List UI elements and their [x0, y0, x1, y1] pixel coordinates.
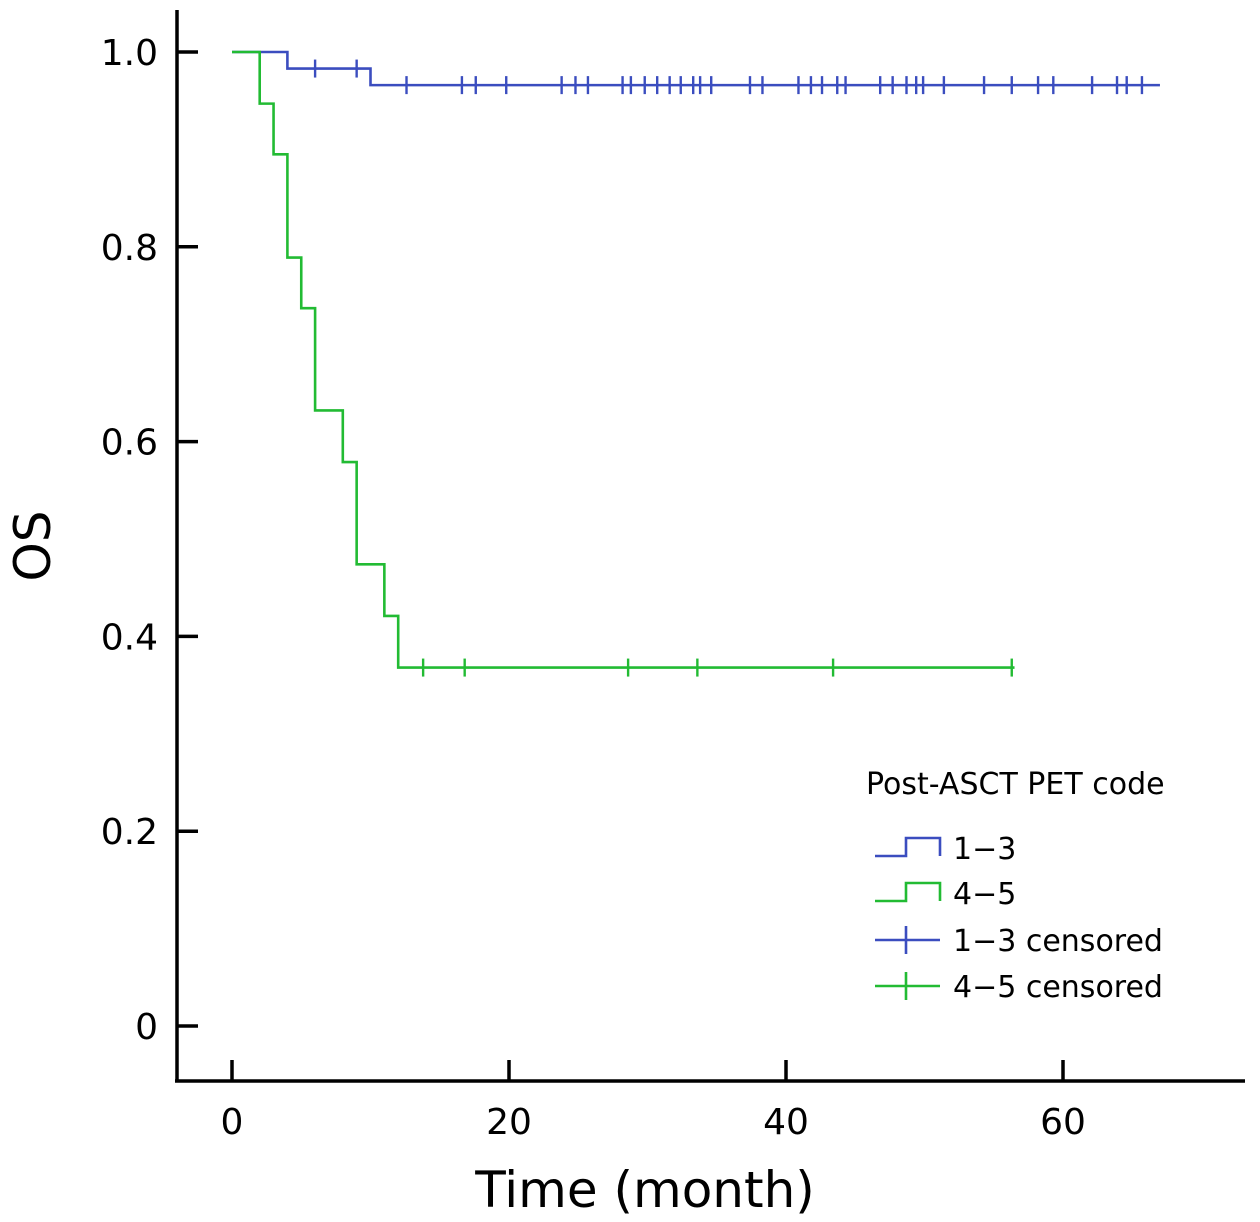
legend: Post-ASCT PET code 1−3 4−5 1−3 censored 4−5…	[866, 767, 1165, 1005]
legend-title: Post-ASCT PET code	[866, 767, 1165, 802]
x-tick-label: 60	[1040, 1102, 1086, 1143]
series-2	[232, 50, 1015, 677]
survival-curve	[232, 50, 1015, 669]
y-axis-title: OS	[4, 510, 62, 581]
legend-label: 1−3 censored	[953, 924, 1163, 959]
legend-line-swatch	[875, 836, 942, 858]
y-tick-label: 0.4	[101, 617, 158, 658]
legend-label: 4−5	[953, 877, 1016, 912]
x-tick-label: 20	[486, 1102, 532, 1143]
y-tick-label: 0.8	[101, 228, 158, 269]
x-ticks: 0 20 40 60	[221, 1060, 1086, 1143]
x-axis-title: Time (month)	[474, 1161, 815, 1219]
legend-entry: 4−5	[875, 877, 1016, 912]
y-tick-label: 0.6	[101, 423, 158, 464]
legend-entry: 1−3 censored	[875, 924, 1163, 959]
legend-entry: 1−3	[875, 832, 1016, 867]
y-ticks: 0 0.2 0.4 0.6 0.8 1.0	[101, 33, 198, 1048]
legend-label: 4−5 censored	[953, 970, 1163, 1005]
plot-area	[232, 50, 1160, 677]
legend-label: 1−3	[953, 832, 1016, 867]
x-tick-label: 40	[763, 1102, 809, 1143]
y-tick-label: 0.2	[101, 812, 158, 853]
legend-entries: 1−3 4−5 1−3 censored 4−5 censored	[875, 832, 1163, 1005]
y-tick-label: 1.0	[101, 33, 158, 74]
series-1	[232, 50, 1160, 95]
axes	[175, 10, 1245, 1083]
legend-entry: 4−5 censored	[875, 970, 1163, 1005]
y-tick-label: 0	[135, 1007, 158, 1048]
legend-line-swatch	[875, 881, 942, 903]
survival-curve	[232, 50, 1160, 87]
x-tick-label: 0	[221, 1102, 244, 1143]
